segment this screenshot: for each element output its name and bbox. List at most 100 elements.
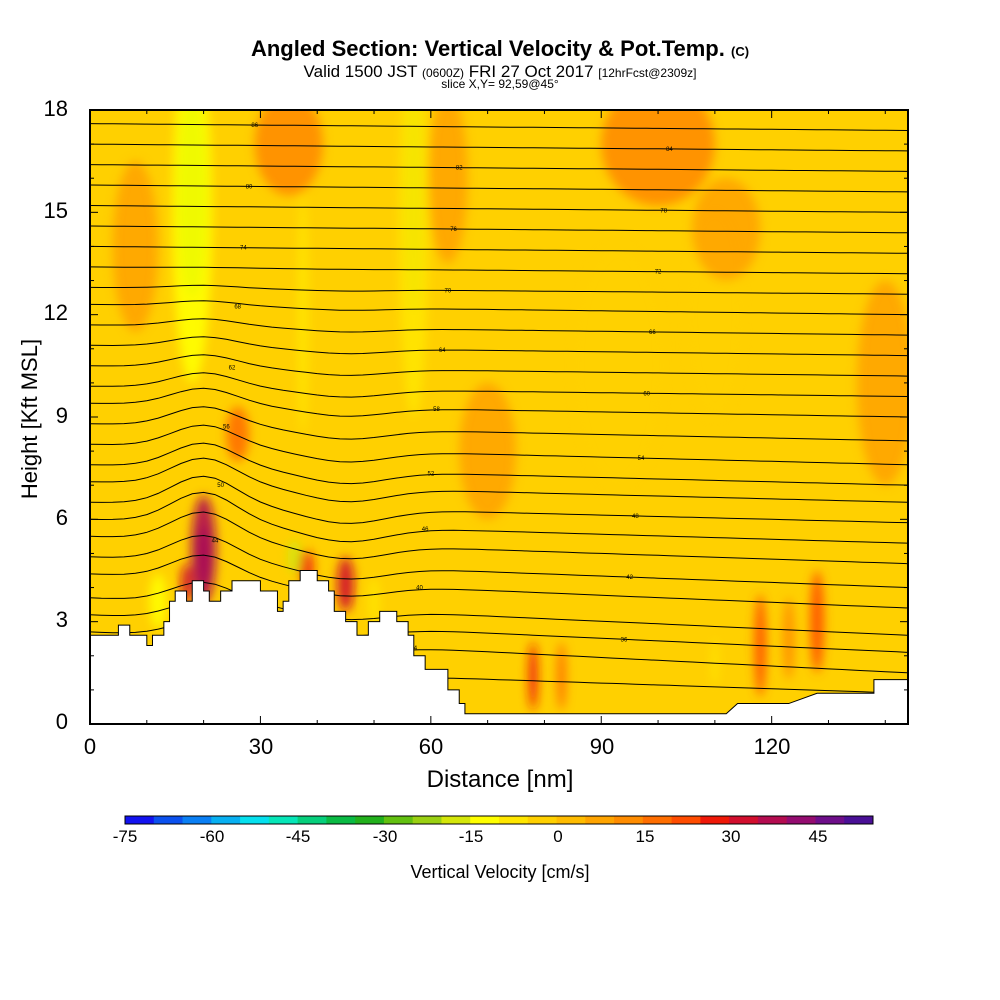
theta-contour — [90, 511, 908, 565]
velocity-cell — [692, 178, 761, 281]
colorbar-swatch — [355, 816, 385, 824]
colorbar-swatch — [527, 816, 558, 824]
colorbar — [124, 815, 874, 825]
colorbar-swatch — [556, 816, 586, 824]
theta-contour — [90, 457, 908, 503]
colorbar-frame — [124, 815, 874, 825]
theta-contour — [90, 225, 908, 234]
chart-subtitle: Valid 1500 JST (0600Z) FRI 27 Oct 2017 [… — [0, 62, 1000, 82]
x-tick-label: 90 — [589, 734, 615, 759]
colorbar-swatch — [815, 816, 845, 824]
y-tick-label: 15 — [43, 198, 68, 223]
colorbar-swatch — [326, 816, 356, 824]
velocity-cell — [528, 642, 538, 711]
theta-contour — [90, 164, 908, 172]
colorbar-swatch — [153, 816, 184, 824]
velocity-cell — [297, 195, 309, 435]
theta-contour — [90, 184, 908, 193]
theta-contour-label: 66 — [649, 330, 656, 336]
y-tick-label: 0 — [55, 709, 68, 734]
colorbar-tick-label: -30 — [372, 827, 398, 846]
colorbar-tick-label: -75 — [112, 827, 138, 846]
x-tick-label: 0 — [83, 734, 97, 759]
velocity-cell — [172, 110, 213, 383]
theta-contour — [90, 354, 908, 377]
theta-contour-label: 60 — [643, 391, 650, 397]
colorbar-swatch — [642, 816, 673, 824]
colorbar-tick-label: -45 — [285, 827, 311, 846]
colorbar-swatch — [412, 816, 442, 824]
theta-contour — [90, 266, 908, 275]
theta-contour-label: 74 — [240, 246, 247, 252]
theta-contour — [90, 491, 908, 544]
theta-contour-label: 58 — [433, 407, 440, 413]
theta-contour-label: 68 — [234, 304, 241, 310]
theta-contour-label: 52 — [427, 471, 434, 477]
x-tick-label: 30 — [248, 734, 274, 759]
theta-contour-label: 40 — [416, 586, 423, 592]
colorbar-swatch — [671, 816, 701, 824]
chart-title: Angled Section: Vertical Velocity & Pot.… — [0, 36, 1000, 62]
velocity-cell — [399, 110, 429, 417]
velocity-cell — [556, 642, 567, 711]
velocity-cell — [226, 406, 250, 462]
theta-contour-label: 86 — [251, 123, 258, 129]
velocity-cell — [783, 597, 795, 680]
colorbar-tick-label: 45 — [808, 827, 828, 846]
colorbar-tick-label: 15 — [635, 827, 655, 846]
theta-contour — [90, 581, 908, 636]
colorbar-swatch — [297, 816, 327, 824]
y-tick-label: 9 — [55, 403, 68, 428]
theta-contour-label: 42 — [626, 575, 633, 581]
velocity-field — [112, 110, 908, 711]
theta-contour — [90, 143, 908, 152]
theta-contour — [90, 475, 908, 524]
colorbar-swatch — [757, 816, 788, 824]
x-axis-label: Distance [nm] — [426, 766, 574, 793]
y-axis-label: Height [Kft MSL] — [17, 338, 42, 500]
colorbar-swatch — [470, 816, 500, 824]
theta-contour-label: 78 — [660, 208, 667, 214]
colorbar-swatch — [786, 816, 816, 824]
subtitle-date: FRI 27 Oct 2017 — [468, 62, 594, 81]
theta-contour-label: 50 — [217, 483, 224, 489]
theta-contour — [90, 372, 908, 398]
velocity-cell — [337, 556, 355, 612]
theta-contour — [90, 205, 908, 213]
y-tick-label: 18 — [43, 96, 68, 121]
theta-contour — [90, 336, 908, 357]
theta-contour-label: 84 — [666, 147, 673, 153]
slice-label: slice X,Y= 92,59@45° — [441, 77, 559, 91]
theta-contours: 3234363840424446485052545658606264666870… — [90, 123, 908, 694]
colorbar-swatch — [499, 816, 529, 824]
x-tick-label: 60 — [418, 734, 444, 759]
velocity-cell — [601, 110, 715, 206]
chart-title-mark: (C) — [731, 44, 750, 59]
colorbar-swatch — [125, 816, 155, 824]
theta-contour — [90, 442, 908, 486]
colorbar-swatch — [585, 816, 615, 824]
theta-contour — [90, 424, 908, 466]
y-tick-label: 6 — [55, 505, 68, 530]
theta-contour-label: 46 — [422, 527, 429, 533]
theta-contour-label: 44 — [212, 539, 219, 545]
axis-ticks — [89, 109, 908, 725]
theta-contour-label: 56 — [223, 425, 230, 431]
chart-title-text: Angled Section: Vertical Velocity & Pot.… — [250, 36, 725, 61]
velocity-cell — [149, 573, 167, 629]
theta-contour — [90, 534, 908, 589]
theta-contour — [90, 245, 908, 254]
colorbar-swatch — [441, 816, 471, 824]
colorbar-swatch — [268, 816, 299, 824]
colorbar-swatch — [700, 816, 730, 824]
velocity-cell — [427, 110, 468, 264]
colorbar-tick-label: 30 — [721, 827, 741, 846]
colorbar-swatch — [614, 816, 644, 824]
colorbar-tick-label: -60 — [199, 827, 225, 846]
subtitle-forecast: [12hrFcst@2309z] — [598, 66, 697, 80]
theta-contour-label: 80 — [246, 184, 253, 190]
velocity-cell — [711, 638, 719, 687]
theta-contour — [90, 318, 908, 336]
theta-contour-label: 54 — [638, 456, 645, 462]
